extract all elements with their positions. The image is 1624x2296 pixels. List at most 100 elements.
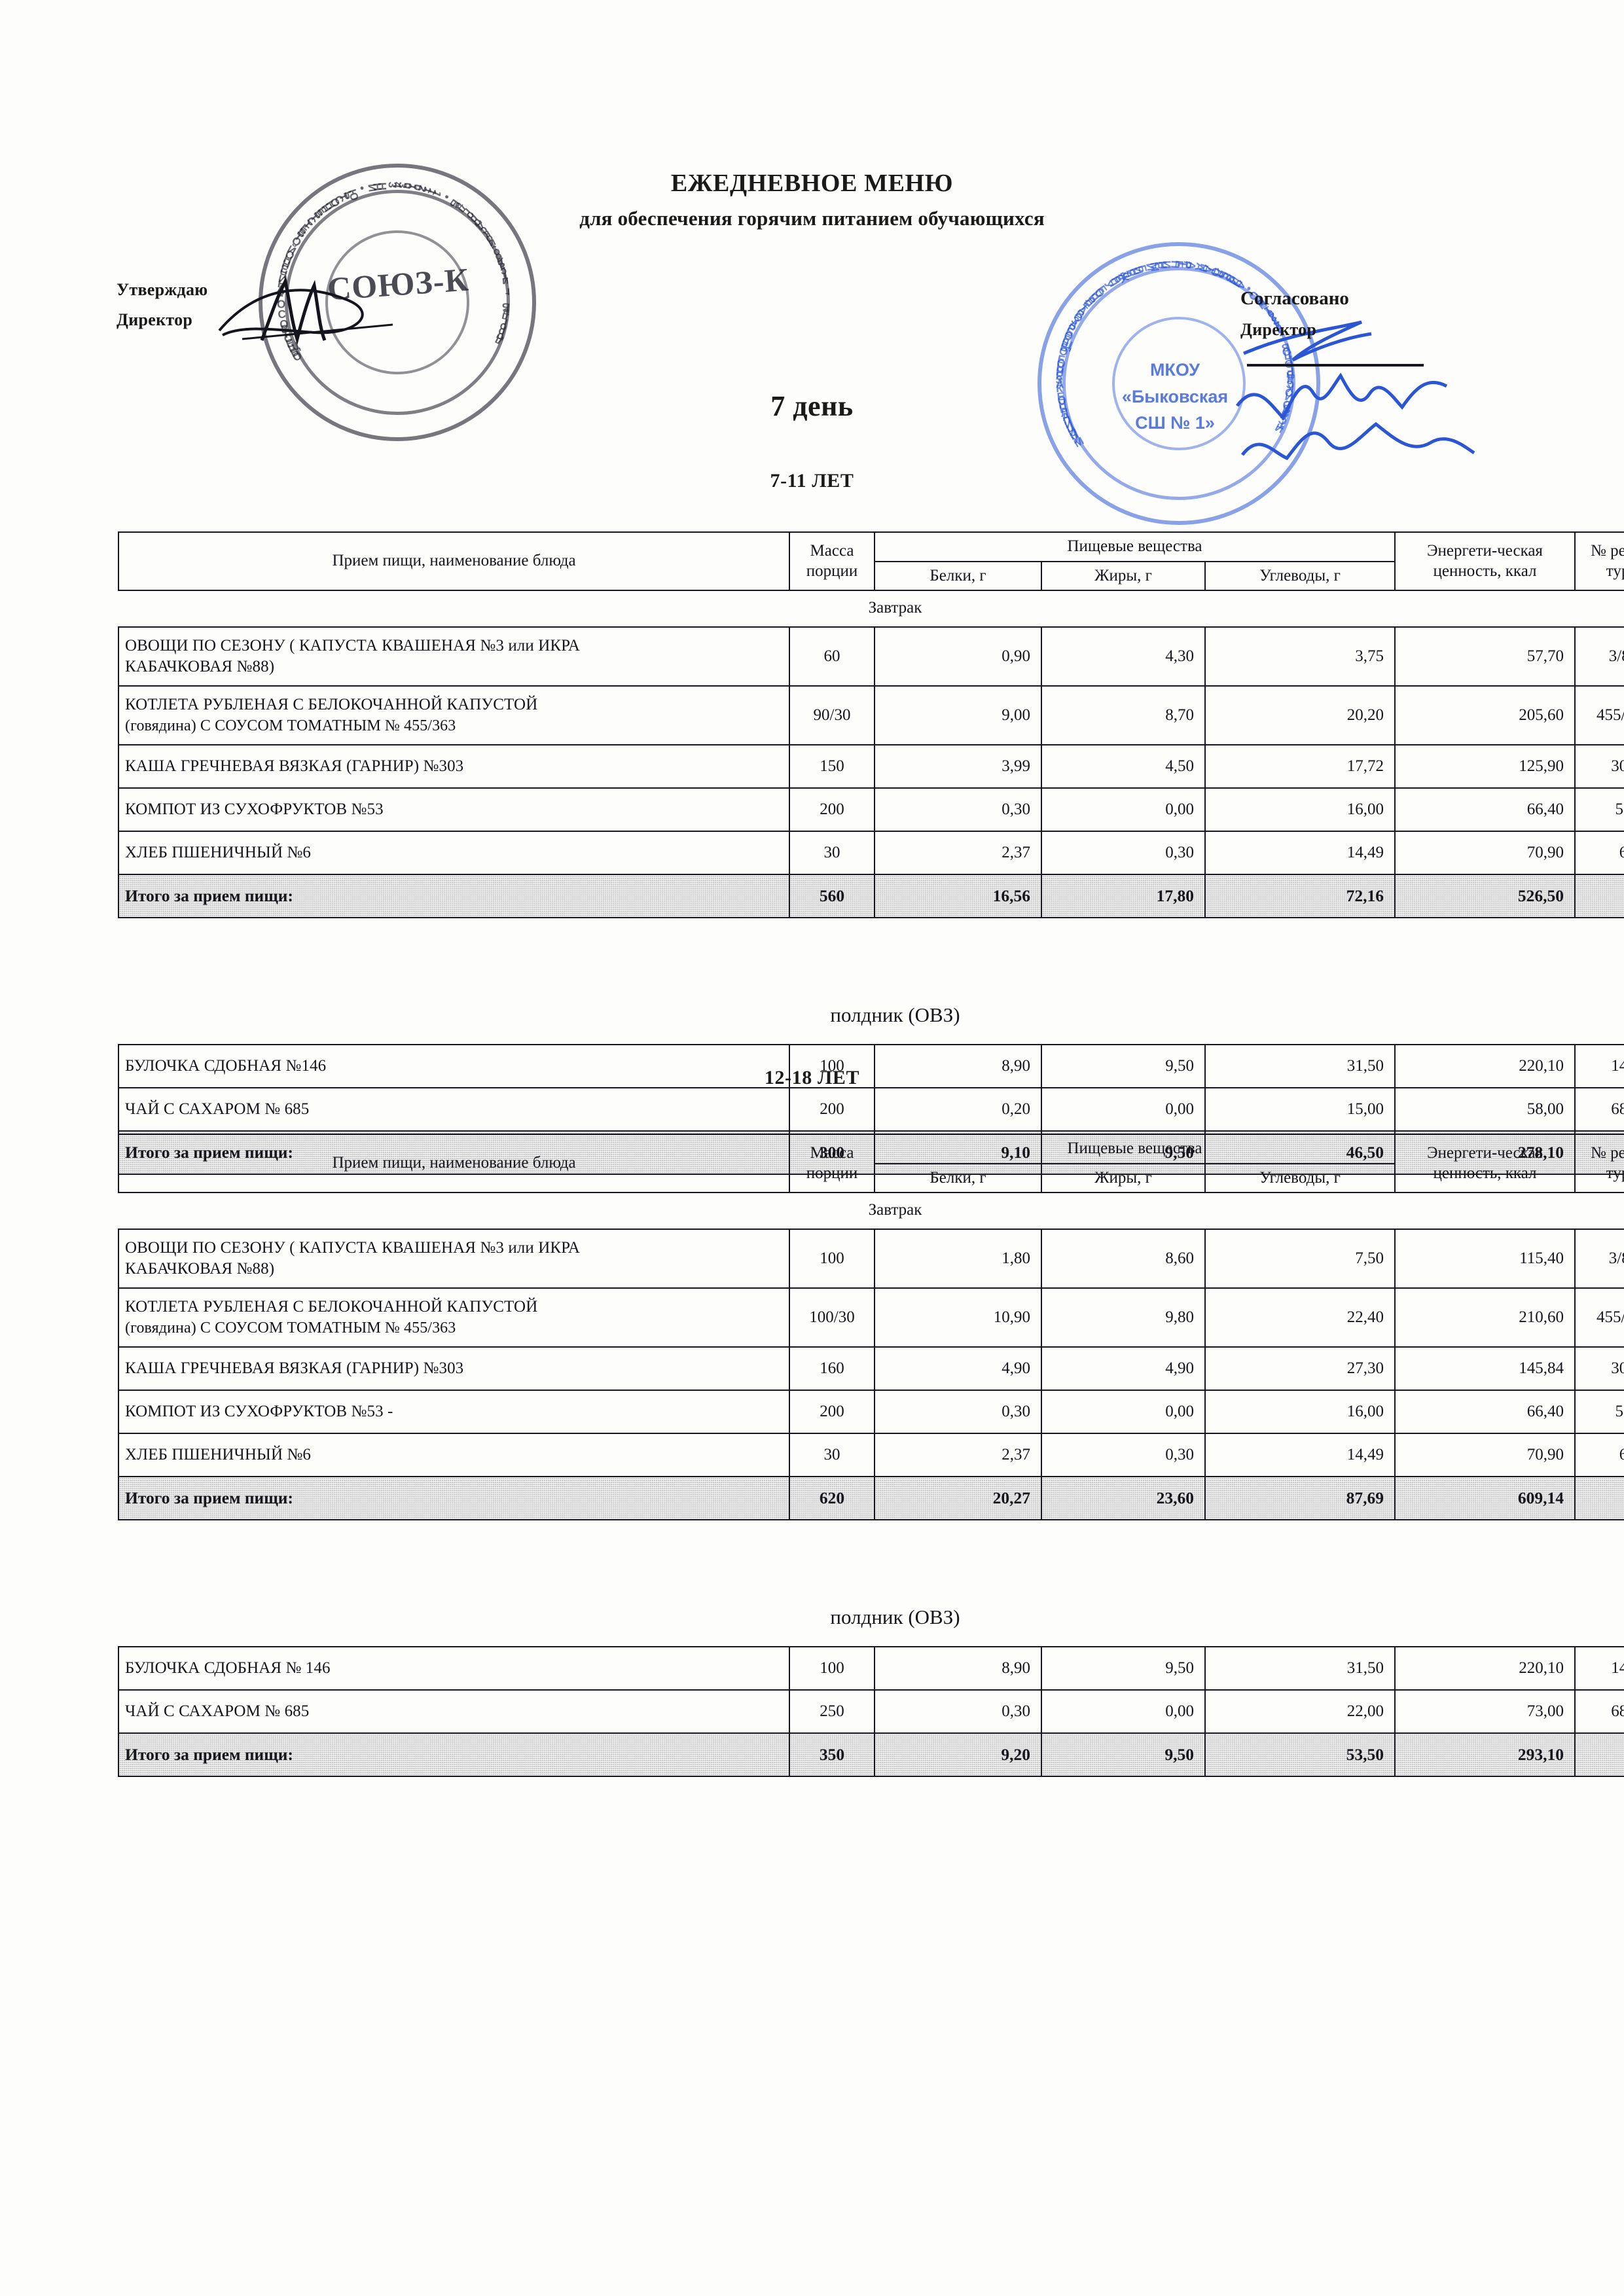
day-title: 7 день [770, 390, 854, 422]
table-row: БУЛОЧКА СДОБНАЯ №146 100 8,90 9,50 31,50 220,… [118, 1044, 1624, 1088]
dish-carbs: 22,40 [1204, 1287, 1396, 1348]
age-group-label-1: 7-11 ЛЕТ [770, 470, 854, 492]
dish-kcal: 115,40 [1394, 1229, 1576, 1289]
total-row: Итого за прием пищи: 350 9,20 9,50 53,50 293,… [118, 1732, 1624, 1777]
total-mass: 620 [789, 1476, 875, 1520]
table-row: КАША ГРЕЧНЕВАЯ ВЯЗКАЯ (ГАРНИР) №303 150 3,… [118, 744, 1624, 789]
dish-mass: 250 [789, 1689, 875, 1734]
dish-recipe: 455/363 [1574, 685, 1624, 745]
dish-recipe: 6 [1574, 1433, 1624, 1477]
section-spacer [118, 1520, 1624, 1583]
total-mass: 350 [789, 1732, 875, 1777]
table-header-row-2: Белки, г Жиры, г Углеводы, г [118, 1162, 1624, 1193]
dish-recipe: 303 [1574, 744, 1624, 789]
col-header-dish: Прием пищи, наименование блюда [118, 531, 790, 591]
menu-table-7-11: Прием пищи, наименование блюда Масса порци… [118, 531, 1624, 1175]
col-header-nutrients: Пищевые вещества [874, 531, 1396, 562]
total-protein: 20,27 [874, 1476, 1042, 1520]
dish-fat: 8,70 [1041, 685, 1206, 745]
dish-carbs: 16,00 [1204, 1390, 1396, 1434]
dish-mass: 160 [789, 1346, 875, 1391]
dish-carbs: 22,00 [1204, 1689, 1396, 1734]
dish-carbs: 14,49 [1204, 831, 1396, 875]
col-header-energy: Энергети-ческая ценность, ккал [1394, 1134, 1576, 1193]
dish-kcal: 73,00 [1394, 1689, 1576, 1734]
col-header-recipe: № рецеп-туры [1574, 531, 1624, 591]
meal-heading-row: Завтрак [118, 1192, 1624, 1230]
dish-protein: 8,90 [874, 1044, 1042, 1088]
total-label: Итого за прием пищи: [118, 874, 790, 918]
table-row: ХЛЕБ ПШЕНИЧНЫЙ №6 30 2,37 0,30 14,49 70,90 6 [118, 831, 1624, 875]
total-fat: 17,80 [1041, 874, 1206, 918]
dish-fat: 4,50 [1041, 744, 1206, 789]
dish-kcal: 66,40 [1394, 1390, 1576, 1434]
dish-kcal: 125,90 [1394, 744, 1576, 789]
col-header-recipe: № рецеп-туры [1574, 1134, 1624, 1193]
dish-name: КОТЛЕТА РУБЛЕНАЯ С БЕЛОКОЧАННОЙ КАПУСТОЙ… [118, 1287, 790, 1348]
page-title: ЕЖЕДНЕВНОЕ МЕНЮ [670, 170, 954, 197]
dish-recipe: 146 [1574, 1044, 1624, 1088]
dish-fat: 8,60 [1041, 1229, 1206, 1289]
meal-heading-row: полдник (ОВЗ) [118, 1583, 1624, 1647]
col-header-mass: Масса порции [789, 1134, 875, 1193]
col-header-fat: Жиры, г [1041, 1162, 1206, 1193]
total-protein: 16,56 [874, 874, 1042, 918]
dish-name: КАША ГРЕЧНЕВАЯ ВЯЗКАЯ (ГАРНИР) №303 [118, 1346, 790, 1391]
meal-heading: полдник (ОВЗ) [118, 981, 1624, 1045]
dish-mass: 200 [789, 787, 875, 832]
col-header-nutrients: Пищевые вещества [874, 1134, 1396, 1164]
total-recipe [1574, 1476, 1624, 1520]
dish-protein: 0,30 [874, 1390, 1042, 1434]
dish-recipe: 685 [1574, 1087, 1624, 1132]
dish-mass: 30 [789, 1433, 875, 1477]
dish-fat: 9,50 [1041, 1646, 1206, 1691]
dish-protein: 10,90 [874, 1287, 1042, 1348]
dish-kcal: 70,90 [1394, 1433, 1576, 1477]
dish-protein: 0,90 [874, 626, 1042, 687]
dish-carbs: 20,20 [1204, 685, 1396, 745]
table-row: БУЛОЧКА СДОБНАЯ № 146 100 8,90 9,50 31,50 220… [118, 1646, 1624, 1691]
col-header-carbs: Углеводы, г [1204, 1162, 1396, 1193]
signature-rule-right [1247, 364, 1424, 367]
col-header-protein: Белки, г [874, 560, 1042, 591]
col-header-fat: Жиры, г [1041, 560, 1206, 591]
page-subtitle: для обеспечения горячим питанием обучающ… [579, 207, 1045, 230]
dish-mass: 100 [789, 1044, 875, 1088]
dish-kcal: 205,60 [1394, 685, 1576, 745]
menu-table-12-18: Прием пищи, наименование блюда Масса порци… [118, 1134, 1624, 1777]
dish-fat: 0,00 [1041, 1689, 1206, 1734]
meal-heading: полдник (ОВЗ) [118, 1583, 1624, 1647]
dish-carbs: 3,75 [1204, 626, 1396, 687]
dish-recipe: 685 [1574, 1689, 1624, 1734]
total-row: Итого за прием пищи: 560 16,56 17,80 72,16 52… [118, 874, 1624, 918]
total-recipe [1574, 874, 1624, 918]
dish-name: КОМПОТ ИЗ СУХОФРУКТОВ №53 - [118, 1390, 790, 1434]
dish-name: БУЛОЧКА СДОБНАЯ № 146 [118, 1646, 790, 1691]
meal-heading: Завтрак [118, 590, 1624, 628]
table-header-row: Прием пищи, наименование блюда Масса порци… [118, 1134, 1624, 1193]
dish-carbs: 17,72 [1204, 744, 1396, 789]
table-row: ЧАЙ С САХАРОМ № 685 200 0,20 0,00 15,00 58,00… [118, 1087, 1624, 1132]
dish-protein: 2,37 [874, 1433, 1042, 1477]
dish-fat: 9,50 [1041, 1044, 1206, 1088]
meal-heading-row: Завтрак [118, 590, 1624, 628]
approval-right-block: Согласовано Директор [1240, 283, 1349, 346]
dish-fat: 0,00 [1041, 1087, 1206, 1132]
dish-kcal: 145,84 [1394, 1346, 1576, 1391]
dish-fat: 0,00 [1041, 1390, 1206, 1434]
dish-carbs: 7,50 [1204, 1229, 1396, 1289]
dish-protein: 8,90 [874, 1646, 1042, 1691]
dish-carbs: 16,00 [1204, 787, 1396, 832]
dish-mass: 100/30 [789, 1287, 875, 1348]
dish-mass: 30 [789, 831, 875, 875]
dish-recipe: 53 [1574, 787, 1624, 832]
dish-name: ЧАЙ С САХАРОМ № 685 [118, 1087, 790, 1132]
col-header-mass: Масса порции [789, 531, 875, 591]
dish-kcal: 57,70 [1394, 626, 1576, 687]
dish-recipe: 303 [1574, 1346, 1624, 1391]
dish-fat: 0,30 [1041, 1433, 1206, 1477]
total-fat: 23,60 [1041, 1476, 1206, 1520]
total-carbs: 53,50 [1204, 1732, 1396, 1777]
total-fat: 9,50 [1041, 1732, 1206, 1777]
